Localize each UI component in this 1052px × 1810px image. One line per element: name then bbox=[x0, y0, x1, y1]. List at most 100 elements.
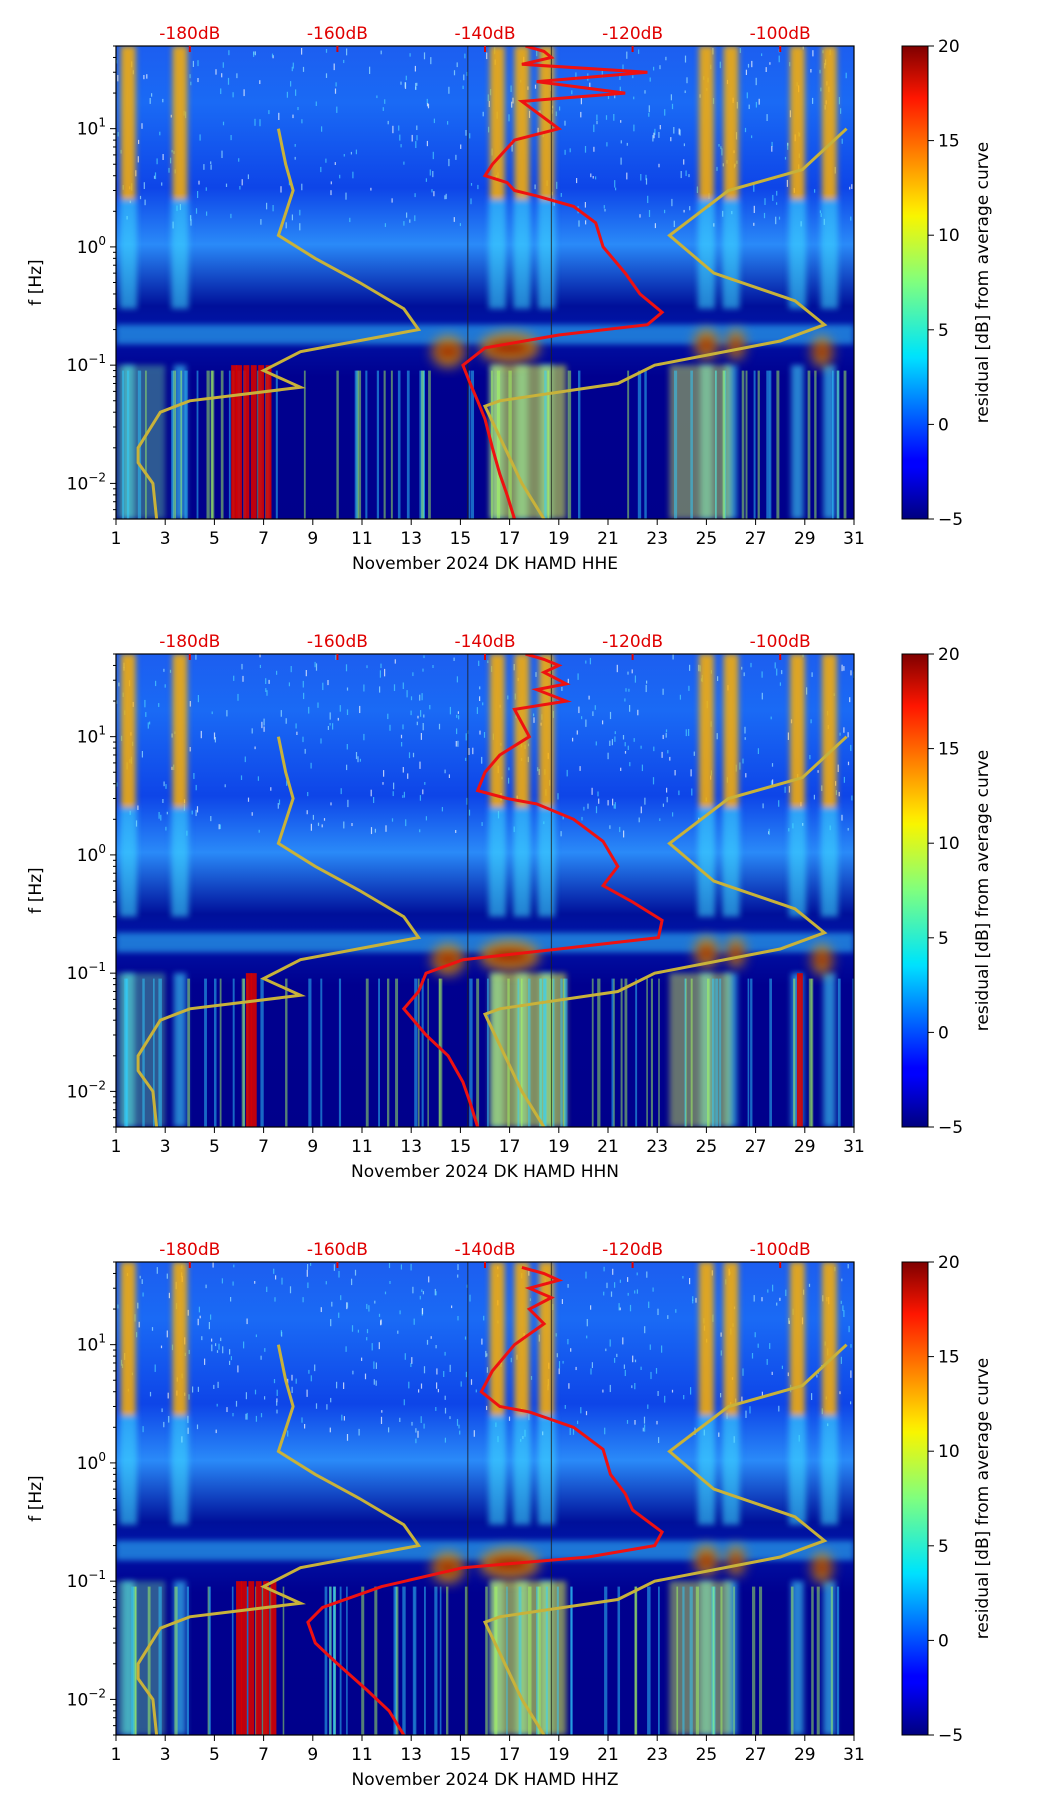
speckle bbox=[595, 806, 598, 814]
speckle bbox=[225, 183, 228, 187]
y-tick-label: 10−2 bbox=[67, 1078, 106, 1102]
red-spike bbox=[258, 365, 265, 519]
speckle bbox=[850, 1370, 852, 1378]
y-tick-label: 101 bbox=[77, 1332, 106, 1356]
speckle bbox=[607, 800, 609, 806]
speckle bbox=[411, 134, 413, 142]
streak bbox=[171, 370, 174, 519]
streak bbox=[543, 978, 546, 1127]
speckle bbox=[634, 1420, 636, 1425]
speckle bbox=[415, 141, 417, 149]
speckle bbox=[816, 1374, 818, 1378]
speckle bbox=[653, 132, 655, 139]
x-axis: 1 3 5 7 9 11 13 15 17 19 21 23 25 27 29 31 bbox=[111, 1127, 865, 1157]
speckle bbox=[847, 732, 849, 738]
streak bbox=[412, 1586, 415, 1735]
speckle bbox=[591, 1362, 593, 1369]
speckle bbox=[481, 756, 483, 764]
speckle bbox=[215, 1343, 217, 1347]
speckle bbox=[619, 74, 621, 80]
speckle bbox=[580, 1407, 582, 1414]
speckle bbox=[626, 51, 628, 59]
bright-column bbox=[513, 807, 531, 917]
speckle bbox=[776, 190, 778, 196]
speckle bbox=[215, 69, 217, 75]
colorbar-tick-label: 5 bbox=[938, 1537, 949, 1557]
speckle bbox=[720, 1332, 722, 1337]
speckle bbox=[671, 103, 674, 110]
speckle bbox=[665, 732, 667, 738]
speckle bbox=[624, 742, 626, 747]
speckle bbox=[776, 1302, 778, 1306]
mean-psd-curve bbox=[306, 1265, 665, 1735]
speckle bbox=[387, 120, 389, 125]
x-tick-label: 17 bbox=[499, 1745, 521, 1765]
speckle bbox=[614, 180, 616, 188]
speckle bbox=[325, 158, 327, 163]
nhnm-curve bbox=[482, 1343, 848, 1735]
speckle bbox=[407, 773, 409, 779]
speckle bbox=[422, 723, 424, 731]
speckle bbox=[251, 728, 253, 734]
streak bbox=[712, 978, 715, 1127]
speckle bbox=[758, 98, 760, 105]
x-tick-label: 1 bbox=[111, 1137, 122, 1157]
speckle bbox=[688, 685, 690, 691]
streak bbox=[620, 978, 623, 1127]
speckle bbox=[665, 729, 668, 733]
streak bbox=[658, 978, 660, 1127]
speckle bbox=[813, 794, 815, 800]
x-tick-label: 1 bbox=[111, 529, 122, 549]
speckle bbox=[146, 74, 148, 79]
x-axis-label: November 2024 DK HAMD HHN bbox=[351, 1162, 619, 1182]
speckle bbox=[622, 1337, 624, 1345]
speckle bbox=[692, 1299, 694, 1304]
speckle bbox=[444, 1437, 446, 1443]
speckle bbox=[614, 95, 616, 99]
bright-column bbox=[722, 1415, 740, 1525]
speckle bbox=[840, 1356, 842, 1364]
speckle bbox=[423, 655, 425, 659]
speckle bbox=[508, 1416, 511, 1421]
speckle bbox=[445, 193, 447, 200]
speckle bbox=[595, 176, 597, 180]
speckle bbox=[166, 1330, 168, 1338]
mean-psd-curve bbox=[401, 654, 664, 1127]
mean-psd-curve bbox=[461, 46, 665, 519]
y-tick-label: 101 bbox=[77, 116, 106, 140]
speckle bbox=[423, 714, 425, 718]
speckle bbox=[380, 1319, 382, 1325]
x-tick-label: 15 bbox=[450, 529, 472, 549]
speckle bbox=[263, 718, 265, 726]
streak bbox=[214, 978, 217, 1127]
x-tick-label: 3 bbox=[160, 1745, 171, 1765]
red-spike bbox=[236, 1581, 242, 1735]
speckle bbox=[451, 1305, 453, 1309]
speckle bbox=[423, 1423, 425, 1429]
speckle bbox=[254, 1281, 256, 1284]
hhn-panel: 1 3 5 7 9 11 13 15 17 19 21 23 25 27 29 31 November 2024… bbox=[26, 632, 993, 1182]
speckle bbox=[238, 158, 240, 162]
speckle bbox=[751, 1353, 754, 1359]
speckle bbox=[744, 726, 746, 734]
speckle bbox=[843, 727, 845, 733]
speckle bbox=[245, 1413, 247, 1420]
speckle bbox=[487, 660, 489, 664]
speckle bbox=[419, 829, 421, 833]
speckle bbox=[841, 138, 843, 144]
speckle bbox=[412, 672, 414, 677]
speckle bbox=[417, 715, 419, 719]
speckle bbox=[640, 806, 642, 814]
speckle bbox=[644, 1326, 646, 1334]
speckle bbox=[420, 710, 422, 717]
speckle bbox=[459, 1430, 461, 1435]
speckle bbox=[230, 1356, 232, 1361]
speckle bbox=[512, 97, 514, 104]
speckle bbox=[380, 663, 382, 669]
streak bbox=[228, 370, 231, 519]
speckle bbox=[614, 736, 616, 742]
speckle bbox=[757, 748, 759, 755]
speckle bbox=[329, 1427, 331, 1433]
speckle bbox=[671, 198, 673, 207]
streak bbox=[275, 370, 278, 519]
